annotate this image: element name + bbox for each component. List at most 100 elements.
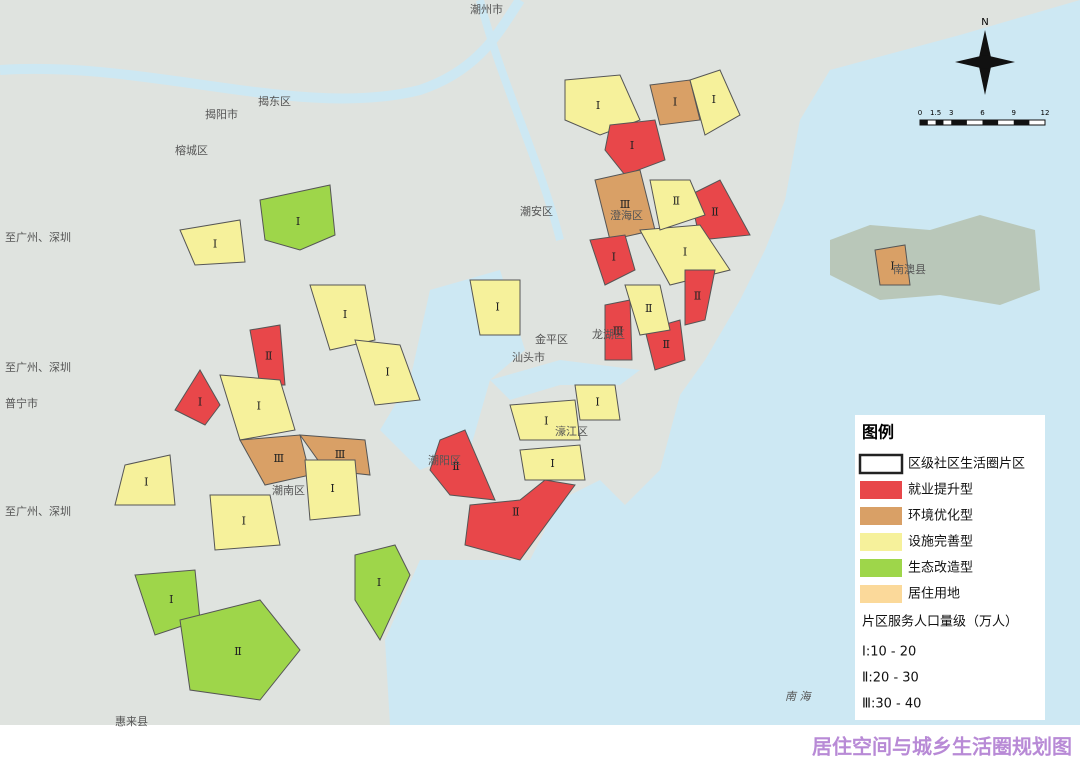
population-level: Ⅰ:10 - 20 (862, 645, 916, 660)
zone-label: Ⅰ (596, 99, 600, 112)
place-label: 汕头市 (512, 350, 545, 364)
zone-label: Ⅰ (169, 593, 173, 606)
zone (219, 374, 296, 441)
legend-swatch (860, 559, 902, 577)
zone-label: Ⅱ (673, 194, 680, 207)
compass-label: N (981, 17, 988, 28)
zone-label: Ⅰ (385, 366, 389, 379)
scale-tick-label: 9 (1012, 109, 1016, 117)
scale-segment (951, 120, 967, 125)
legend-label: 生态改造型 (908, 561, 973, 576)
place-label: 至广州、深圳 (5, 505, 71, 518)
sea-label: 南 海 (785, 690, 812, 703)
place-label: 普宁市 (5, 396, 38, 410)
zone-label: Ⅰ (544, 414, 548, 427)
zone-label: Ⅰ (550, 457, 554, 470)
zone (589, 234, 636, 286)
zone-label: Ⅱ (694, 289, 701, 302)
river (476, 0, 564, 241)
scale-segment (982, 120, 999, 125)
zone (179, 599, 301, 701)
place-label: 潮州市 (470, 2, 503, 16)
zone (429, 429, 496, 501)
place-label: 榕城区 (175, 143, 208, 157)
legend-label: 居住用地 (908, 587, 960, 602)
legend-swatch (860, 585, 902, 603)
zone (689, 69, 741, 136)
compass: N (955, 17, 1015, 95)
zone (574, 384, 621, 421)
place-label: 揭东区 (258, 94, 291, 108)
legend-label: 环境优化型 (908, 509, 973, 524)
zone-label: Ⅰ (495, 301, 499, 314)
scale-segment (935, 120, 944, 125)
scale-tick-label: 1.5 (930, 109, 941, 117)
place-label: 澄海区 (610, 208, 643, 222)
zone-label: Ⅱ (452, 460, 459, 473)
zone (249, 324, 286, 386)
zone (604, 119, 666, 176)
place-label: 至广州、深圳 (5, 231, 71, 244)
zone-label: Ⅰ (330, 482, 334, 495)
zone-label: Ⅱ (711, 206, 718, 219)
legend-swatch (860, 533, 902, 551)
zone (874, 244, 911, 286)
zone (309, 284, 376, 351)
zone-label: Ⅰ (673, 96, 677, 109)
zone-label: Ⅲ (613, 324, 624, 337)
zone (649, 79, 701, 126)
zone (624, 284, 671, 336)
zone-label: Ⅰ (377, 576, 381, 589)
place-label: 惠来县 (115, 714, 148, 728)
zone (469, 279, 521, 336)
zone (209, 494, 281, 551)
zone-label: Ⅰ (198, 396, 202, 409)
legend-label: 区级社区生活圈片区 (908, 456, 1025, 472)
place-label: 南澳县 (893, 263, 926, 276)
place-label: 潮阳区 (428, 453, 461, 467)
place-label: 潮南区 (272, 483, 305, 497)
zone (354, 339, 421, 406)
zone-label: Ⅰ (213, 237, 217, 250)
population-title: 片区服务人口量级（万人） (862, 614, 1018, 630)
zone-label: Ⅱ (663, 338, 670, 351)
zone-label: Ⅰ (257, 399, 261, 412)
zone (174, 369, 221, 426)
zone (649, 179, 706, 231)
zone-label: Ⅱ (265, 349, 272, 362)
zone-label: Ⅰ (343, 308, 347, 321)
population-level: Ⅲ:30 - 40 (862, 697, 921, 712)
zone-label: Ⅰ (612, 251, 616, 264)
legend-title: 图例 (862, 423, 894, 442)
place-label: 金平区 (535, 332, 568, 346)
place-label: 龙湖区 (592, 328, 625, 341)
place-label: 揭阳市 (205, 107, 238, 121)
zone-label: Ⅰ (630, 139, 634, 152)
zone-label: Ⅰ (683, 246, 687, 259)
legend-swatch (860, 481, 902, 499)
zone (519, 444, 586, 481)
scale-tick-label: 3 (949, 109, 953, 117)
zone-label: Ⅰ (296, 215, 300, 228)
harbor (490, 360, 640, 400)
zone (464, 479, 576, 561)
zone (509, 399, 581, 441)
zone-label: Ⅱ (645, 302, 652, 315)
scale-segment (920, 120, 928, 125)
zone (259, 184, 336, 251)
page-title: 居住空间与城乡生活圈规划图 (812, 735, 1072, 759)
zone (304, 459, 361, 521)
zone-label: Ⅰ (712, 93, 716, 106)
zone (604, 299, 633, 361)
zone (114, 454, 176, 506)
place-label: 至广州、深圳 (5, 361, 71, 374)
zone-label: Ⅱ (234, 645, 241, 658)
zone-label: Ⅰ (890, 259, 894, 272)
legend-label: 就业提升型 (908, 482, 973, 498)
legend-swatch (860, 507, 902, 525)
zone-label: Ⅰ (595, 396, 599, 409)
zone (684, 269, 716, 326)
zone-label: Ⅱ (512, 506, 519, 519)
zone-label: Ⅲ (620, 198, 631, 211)
